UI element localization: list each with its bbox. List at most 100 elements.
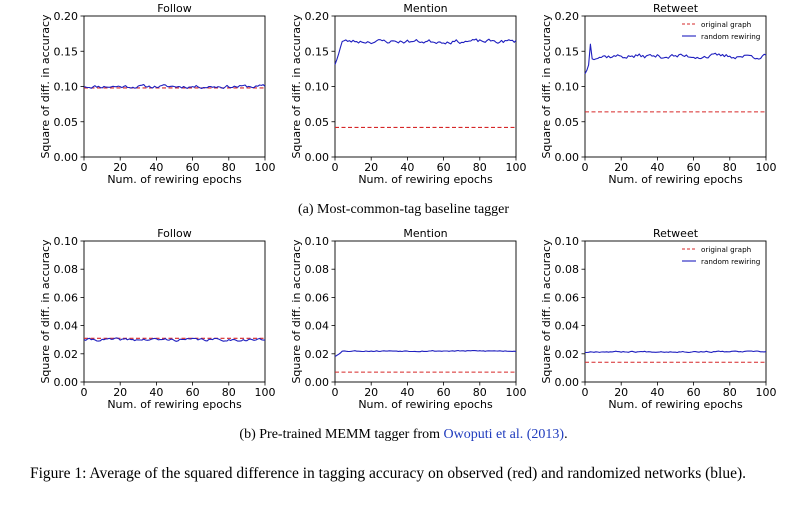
y-tick-label: 0.08 [54, 263, 79, 276]
series-line-random-rewiring [83, 337, 265, 342]
y-axis-label: Square of diff. in accuracy [540, 239, 553, 384]
chart-panel-a-1: Follow 0 20 40 60 80 100 0.00 0.05 0.10 0.15 0.20 Nu… [39, 2, 276, 186]
y-tick-label: 0.20 [54, 10, 79, 23]
y-tick-label: 0.06 [305, 291, 330, 304]
y-tick-label: 0.10 [305, 235, 330, 248]
x-tick-label: 20 [364, 386, 378, 399]
y-tick-label: 0.04 [54, 320, 79, 333]
y-tick-label: 0.04 [555, 320, 580, 333]
chart-title: Follow [157, 2, 192, 15]
subcaption-b-end: . [564, 427, 568, 442]
y-tick-label: 0.15 [305, 45, 330, 58]
y-axis-label: Square of diff. in accuracy [540, 14, 553, 159]
x-tick-label: 60 [687, 386, 701, 399]
y-tick-label: 0.05 [555, 116, 580, 129]
y-tick-label: 0.08 [555, 263, 580, 276]
x-tick-label: 100 [756, 161, 777, 174]
y-tick-label: 0.10 [305, 81, 330, 94]
figure-caption: Figure 1: Average of the squared differe… [30, 465, 747, 482]
y-tick-label: 0.06 [54, 291, 79, 304]
subcaption-a: (a) Most-common-tag baseline tagger [297, 202, 510, 217]
y-axis-label: Square of diff. in accuracy [290, 14, 303, 159]
subcaption-b-text: (b) Pre-trained MEMM tagger from [239, 427, 444, 442]
x-tick-label: 100 [756, 386, 777, 399]
x-tick-label: 20 [614, 386, 628, 399]
x-tick-label: 100 [255, 161, 276, 174]
chart-title: Mention [403, 2, 447, 15]
x-tick-label: 60 [186, 386, 200, 399]
legend: original graph random rewiring [682, 245, 760, 266]
x-tick-label: 20 [113, 386, 127, 399]
y-tick-label: 0.00 [305, 151, 330, 164]
legend-label: original graph [701, 20, 751, 29]
y-axis-label: Square of diff. in accuracy [39, 14, 52, 159]
citation-link[interactable]: Owoputi et al. (2013) [443, 427, 565, 442]
y-tick-label: 0.20 [305, 10, 330, 23]
x-axis-label: Num. of rewiring epochs [107, 398, 242, 411]
x-tick-label: 40 [650, 161, 664, 174]
plot-frame [83, 240, 266, 383]
x-tick-label: 0 [582, 386, 589, 399]
x-tick-label: 80 [222, 386, 236, 399]
series-line-random-rewiring [584, 350, 767, 354]
plot-frame [334, 15, 517, 158]
y-tick-label: 0.06 [555, 291, 580, 304]
y-tick-label: 0.04 [305, 320, 330, 333]
x-tick-label: 80 [473, 161, 487, 174]
y-tick-label: 0.02 [54, 348, 79, 361]
legend: original graph random rewiring [682, 20, 760, 41]
chart-panel-a-3: Retweet 0 20 40 60 80 100 0.00 0.05 0.10 0.15 0.20 N… [540, 2, 777, 186]
y-axis-label: Square of diff. in accuracy [290, 239, 303, 384]
x-tick-label: 100 [255, 386, 276, 399]
x-axis-label: Num. of rewiring epochs [107, 173, 242, 186]
y-tick-label: 0.00 [54, 151, 79, 164]
x-tick-label: 40 [149, 386, 163, 399]
series-line-random-rewiring [584, 43, 767, 75]
plot-frame [584, 240, 767, 383]
chart-panel-a-2: Mention 0 20 40 60 80 100 0.00 0.05 0.10 0.15 0.20 N… [290, 2, 527, 186]
chart-panel-b-3: Retweet 0 20 40 60 80 100 0.00 0.02 0.04 0.06 0.08 0… [540, 227, 777, 411]
x-tick-label: 20 [614, 161, 628, 174]
x-tick-label: 100 [506, 161, 527, 174]
series-line-random-rewiring [334, 349, 517, 358]
chart-title: Retweet [653, 2, 699, 15]
y-tick-label: 0.00 [555, 151, 580, 164]
x-tick-label: 0 [81, 386, 88, 399]
x-axis-label: Num. of rewiring epochs [358, 173, 493, 186]
chart-panel-b-1: Follow 0 20 40 60 80 100 0.00 0.02 0.04 0.06 0.08 0.… [39, 227, 276, 411]
x-axis-label: Num. of rewiring epochs [608, 173, 743, 186]
series-line-random-rewiring [334, 38, 517, 65]
y-tick-label: 0.10 [555, 235, 580, 248]
y-tick-label: 0.00 [54, 376, 79, 389]
y-tick-label: 0.02 [305, 348, 330, 361]
x-tick-label: 0 [332, 161, 339, 174]
y-tick-label: 0.10 [54, 81, 79, 94]
chart-panel-b-2: Mention 0 20 40 60 80 100 0.00 0.02 0.04 0.06 0.08 0… [290, 227, 527, 411]
y-tick-label: 0.10 [54, 235, 79, 248]
y-tick-label: 0.10 [555, 81, 580, 94]
y-tick-label: 0.15 [54, 45, 79, 58]
y-tick-label: 0.02 [555, 348, 580, 361]
x-tick-label: 40 [400, 161, 414, 174]
x-tick-label: 20 [364, 161, 378, 174]
x-tick-label: 60 [437, 161, 451, 174]
x-tick-label: 60 [437, 386, 451, 399]
x-tick-label: 80 [723, 386, 737, 399]
x-tick-label: 80 [723, 161, 737, 174]
x-tick-label: 80 [473, 386, 487, 399]
y-axis-label: Square of diff. in accuracy [39, 239, 52, 384]
chart-title: Mention [403, 227, 447, 240]
x-tick-label: 100 [506, 386, 527, 399]
x-tick-label: 80 [222, 161, 236, 174]
y-tick-label: 0.00 [555, 376, 580, 389]
x-tick-label: 40 [650, 386, 664, 399]
x-tick-label: 60 [186, 161, 200, 174]
x-axis-label: Num. of rewiring epochs [608, 398, 743, 411]
x-tick-label: 40 [400, 386, 414, 399]
legend-label: random rewiring [701, 32, 760, 41]
x-tick-label: 0 [81, 161, 88, 174]
series-line-random-rewiring [83, 83, 266, 90]
x-axis-label: Num. of rewiring epochs [358, 398, 493, 411]
y-tick-label: 0.20 [555, 10, 580, 23]
